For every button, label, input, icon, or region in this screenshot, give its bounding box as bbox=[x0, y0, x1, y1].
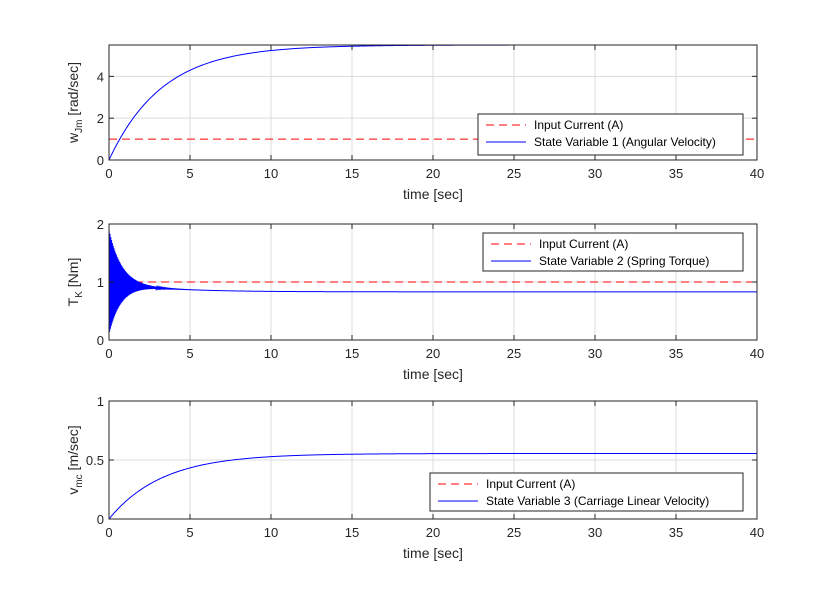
chart-panel-1: 0 5 10 15 20 25 30 35 40 0 2 4 time [sec] wJm [rad/se… bbox=[65, 44, 764, 202]
x-tick-label: 0 bbox=[105, 346, 112, 361]
x-tick-label: 20 bbox=[426, 166, 440, 181]
x-tick-label: 20 bbox=[426, 525, 440, 540]
y-tick-label: 0.5 bbox=[86, 453, 104, 468]
series-line-2 bbox=[108, 453, 757, 520]
y-tick-label: 2 bbox=[97, 111, 104, 126]
x-axis-label: time [sec] bbox=[403, 545, 463, 561]
x-tick-label: 10 bbox=[264, 346, 278, 361]
y-axis-label: TK [Nm] bbox=[65, 258, 85, 307]
x-tick-label: 25 bbox=[507, 346, 521, 361]
x-tick-label: 15 bbox=[345, 166, 359, 181]
x-tick-label: 25 bbox=[507, 525, 521, 540]
legend-box bbox=[477, 113, 744, 156]
x-tick-label: 35 bbox=[669, 166, 683, 181]
x-axis-label: time [sec] bbox=[403, 186, 463, 202]
legend-label: State Variable 3 (Carriage Linear Veloci… bbox=[486, 494, 709, 508]
y-axis-label: wJm [rad/sec] bbox=[65, 62, 85, 144]
y-tick-label: 0 bbox=[97, 512, 104, 527]
x-tick-label: 40 bbox=[750, 525, 764, 540]
y-tick-label: 1 bbox=[97, 394, 104, 409]
x-tick-label: 5 bbox=[186, 525, 193, 540]
x-tick-label: 25 bbox=[507, 166, 521, 181]
x-tick-label: 15 bbox=[345, 525, 359, 540]
y-tick-label: 1 bbox=[97, 275, 104, 290]
y-tick-label: 0 bbox=[97, 153, 104, 168]
x-tick-label: 40 bbox=[750, 166, 764, 181]
legend: Input Current (A) State Variable 1 (Angul… bbox=[477, 113, 744, 156]
chart-panel-3: 0 5 10 15 20 25 30 35 40 0 0.5 1 time [sec] vmc [m/se… bbox=[65, 394, 764, 561]
legend-label: State Variable 2 (Spring Torque) bbox=[539, 254, 709, 268]
x-tick-label: 15 bbox=[345, 346, 359, 361]
legend-label: Input Current (A) bbox=[486, 477, 575, 491]
legend-box bbox=[429, 472, 744, 512]
y-axis-label: vmc [m/sec] bbox=[65, 425, 85, 494]
x-tick-label: 20 bbox=[426, 346, 440, 361]
chart-panel-2: 0 5 10 15 20 25 30 35 40 0 1 2 time [sec] TK [Nm] Inpu… bbox=[65, 217, 764, 382]
x-axis-label: time [sec] bbox=[403, 366, 463, 382]
x-tick-label: 30 bbox=[588, 346, 602, 361]
x-tick-label: 0 bbox=[105, 525, 112, 540]
x-tick-label: 40 bbox=[750, 346, 764, 361]
x-tick-label: 35 bbox=[669, 346, 683, 361]
x-tick-label: 10 bbox=[264, 525, 278, 540]
legend-label: Input Current (A) bbox=[534, 118, 623, 132]
x-tick-label: 10 bbox=[264, 166, 278, 181]
x-tick-label: 0 bbox=[105, 166, 112, 181]
y-tick-label: 2 bbox=[97, 217, 104, 232]
y-tick-label: 0 bbox=[97, 333, 104, 348]
x-tick-label: 5 bbox=[186, 346, 193, 361]
x-tick-label: 5 bbox=[186, 166, 193, 181]
legend-label: Input Current (A) bbox=[539, 237, 628, 251]
series-line-2 bbox=[108, 230, 757, 332]
y-tick-label: 4 bbox=[97, 69, 104, 84]
legend-box bbox=[482, 232, 744, 272]
x-tick-label: 35 bbox=[669, 525, 683, 540]
legend: Input Current (A) State Variable 3 (Carri… bbox=[429, 472, 744, 512]
legend-label: State Variable 1 (Angular Velocity) bbox=[534, 135, 716, 149]
x-tick-label: 30 bbox=[588, 525, 602, 540]
legend: Input Current (A) State Variable 2 (Sprin… bbox=[482, 232, 744, 272]
x-tick-label: 30 bbox=[588, 166, 602, 181]
